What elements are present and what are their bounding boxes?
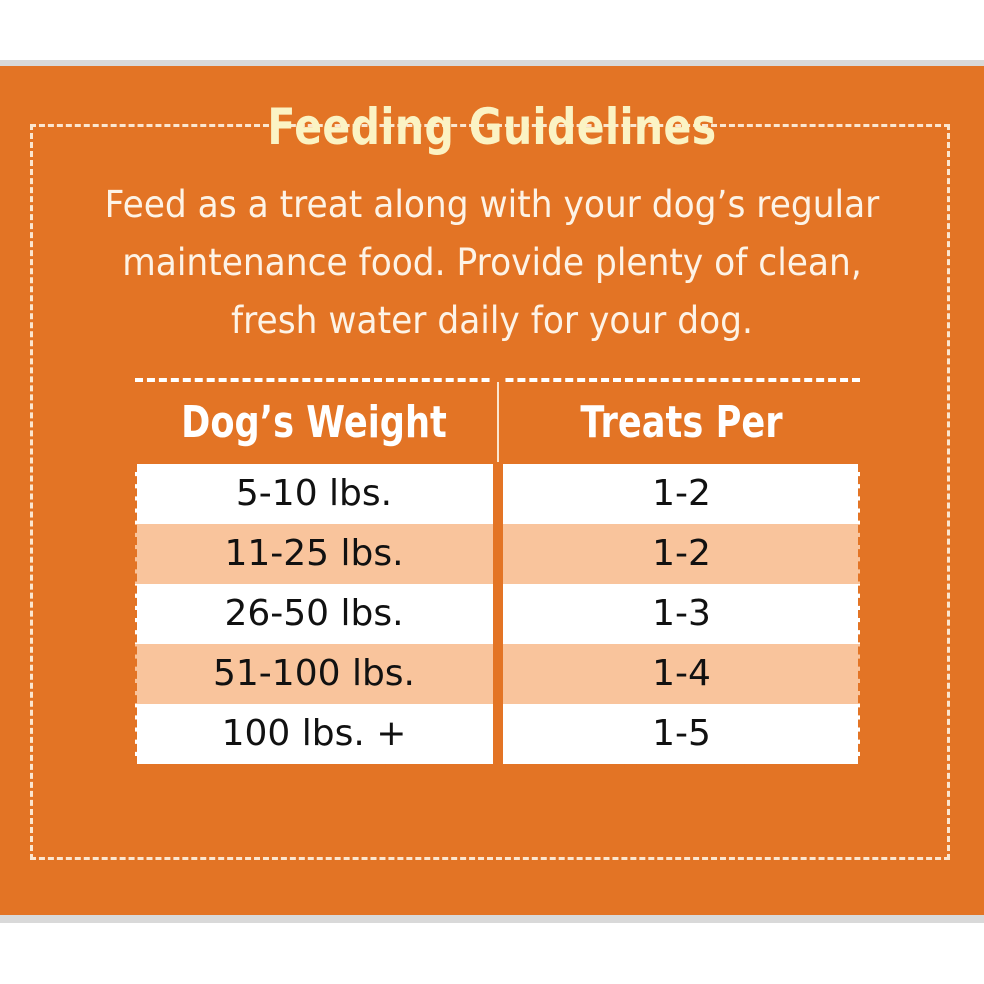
header-treats-per-day: Treats Per Day bbox=[580, 397, 783, 530]
weight-cell: 100 lbs. + bbox=[135, 704, 493, 764]
table-row: 5-10 lbs. 1-2 bbox=[135, 464, 860, 524]
dashed-frame bbox=[30, 124, 950, 860]
treats-cell: 1-2 bbox=[503, 464, 860, 524]
header-dogs-weight: Dog’s Weight bbox=[181, 397, 447, 448]
table-row: 100 lbs. + 1-5 bbox=[135, 704, 860, 764]
table-row: 11-25 lbs. 1-2 bbox=[135, 524, 860, 584]
weight-cell: 11-25 lbs. bbox=[135, 524, 493, 584]
table-scalloped-right-edge bbox=[858, 464, 866, 764]
bottom-border-strip bbox=[0, 915, 984, 923]
weight-cell: 26-50 lbs. bbox=[135, 584, 493, 644]
table-row: 26-50 lbs. 1-3 bbox=[135, 584, 860, 644]
header-divider-line bbox=[497, 382, 499, 462]
intro-paragraph: Feed as a treat along with your dog’s re… bbox=[104, 183, 880, 342]
page-title: Feeding Guidelines bbox=[267, 98, 717, 156]
treats-cell: 1-5 bbox=[503, 704, 860, 764]
treats-cell: 1-2 bbox=[503, 524, 860, 584]
table-scalloped-bottom-edge bbox=[135, 760, 860, 768]
weight-cell: 5-10 lbs. bbox=[135, 464, 493, 524]
top-border-strip bbox=[0, 60, 984, 66]
feeding-table: Dog’s Weight Treats Per Day 5-10 lbs. 1-… bbox=[133, 378, 862, 768]
treats-cell: 1-3 bbox=[503, 584, 860, 644]
column-divider bbox=[493, 378, 503, 764]
table-row: 51-100 lbs. 1-4 bbox=[135, 644, 860, 704]
weight-cell: 51-100 lbs. bbox=[135, 644, 493, 704]
table-scalloped-left-edge bbox=[133, 464, 141, 764]
treats-cell: 1-4 bbox=[503, 644, 860, 704]
